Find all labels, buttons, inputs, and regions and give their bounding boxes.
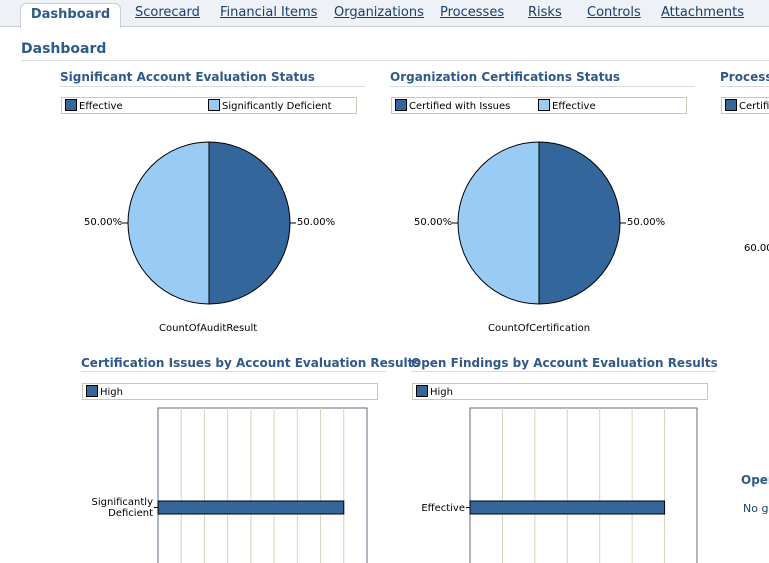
legend-swatch-dark <box>395 99 407 111</box>
legend-swatch-dark <box>65 99 77 111</box>
legend-item-high: High <box>416 385 453 398</box>
process-pct-label: 60.00 <box>744 243 769 254</box>
tab-processes[interactable]: Processes <box>440 5 505 20</box>
legend-label: Certified with Issues <box>409 101 511 112</box>
sig-account-legend: Effective Significantly Deficient <box>61 97 357 114</box>
legend-label: High <box>430 387 453 398</box>
legend-swatch-dark <box>416 385 428 397</box>
bar2-plot-area <box>469 407 698 563</box>
pie1-caption: CountOfAuditResult <box>159 323 258 334</box>
bar1-category-line1: Significantly <box>91 497 153 508</box>
tab-dashboard-label: Dashboard <box>30 7 111 22</box>
legend-swatch-dark <box>725 99 737 111</box>
legend-item-effective: Effective <box>538 99 596 112</box>
process-title: Process <box>720 70 769 84</box>
legend-item-effective: Effective <box>65 99 123 112</box>
bar1-category-line2: Deficient <box>108 508 153 519</box>
pie2-slice-1 <box>457 141 540 305</box>
open-findings-title: Open Findings by Account Evaluation Resu… <box>411 356 718 370</box>
pie1-slice-0 <box>208 141 291 305</box>
tab-risks[interactable]: Risks <box>528 5 562 20</box>
org-cert-divider <box>390 86 695 87</box>
tab-financial-items[interactable]: Financial Items <box>220 5 318 20</box>
sig-account-divider <box>60 86 365 87</box>
open-cut-text: No gr <box>743 502 769 515</box>
cert-issues-title: Certification Issues by Account Evaluati… <box>81 356 421 370</box>
pie2-right-pct: 50.00% <box>627 217 666 228</box>
title-divider <box>21 60 769 61</box>
legend-label: Effective <box>552 101 596 112</box>
tab-scorecard[interactable]: Scorecard <box>135 5 200 20</box>
pie1-left-pct: 50.00% <box>84 217 123 228</box>
legend-label: Effective <box>79 101 123 112</box>
tab-organizations[interactable]: Organizations <box>334 5 424 20</box>
bar2-bar-0 <box>469 500 666 515</box>
org-cert-legend: Certified with Issues Effective <box>391 97 687 114</box>
process-legend: Certifi <box>721 97 769 114</box>
legend-item-significantly-deficient: Significantly Deficient <box>208 99 332 112</box>
tab-attachments[interactable]: Attachments <box>661 5 744 20</box>
tab-bar: Dashboard Scorecard Financial Items Orga… <box>0 0 769 28</box>
open-findings-divider <box>411 371 716 372</box>
sig-account-title: Significant Account Evaluation Status <box>60 70 315 84</box>
open-findings-legend: High <box>412 383 708 400</box>
legend-label: Certifi <box>739 101 769 112</box>
tab-dashboard[interactable]: Dashboard <box>20 3 121 28</box>
cert-issues-legend: High <box>82 383 378 400</box>
legend-swatch-light <box>208 99 220 111</box>
cert-issues-divider <box>81 371 386 372</box>
bar1-plot-area <box>157 407 368 563</box>
org-cert-title: Organization Certifications Status <box>390 70 621 84</box>
pie1-right-pct: 50.00% <box>297 217 336 228</box>
bar2-category-label: Effective <box>421 503 465 514</box>
pie2-caption: CountOfCertification <box>488 323 591 334</box>
legend-label: Significantly Deficient <box>222 101 332 112</box>
pie2-slice-0 <box>538 141 621 305</box>
pie2-left-pct: 50.00% <box>414 217 453 228</box>
legend-item-certified-with-issues: Certified with Issues <box>395 99 510 112</box>
pie1-slice-1 <box>127 141 210 305</box>
legend-swatch-dark <box>86 385 98 397</box>
bar1-category-label: Significantly Deficient <box>80 497 153 519</box>
legend-item-high: High <box>86 385 123 398</box>
legend-item-certified: Certifi <box>725 99 769 112</box>
legend-swatch-light <box>538 99 550 111</box>
open-cut-title: Oper <box>741 473 769 487</box>
legend-label: High <box>100 387 123 398</box>
page-title: Dashboard <box>21 41 107 57</box>
bar1-bar-0 <box>157 500 345 515</box>
tab-controls[interactable]: Controls <box>587 5 641 20</box>
process-divider <box>720 86 769 87</box>
